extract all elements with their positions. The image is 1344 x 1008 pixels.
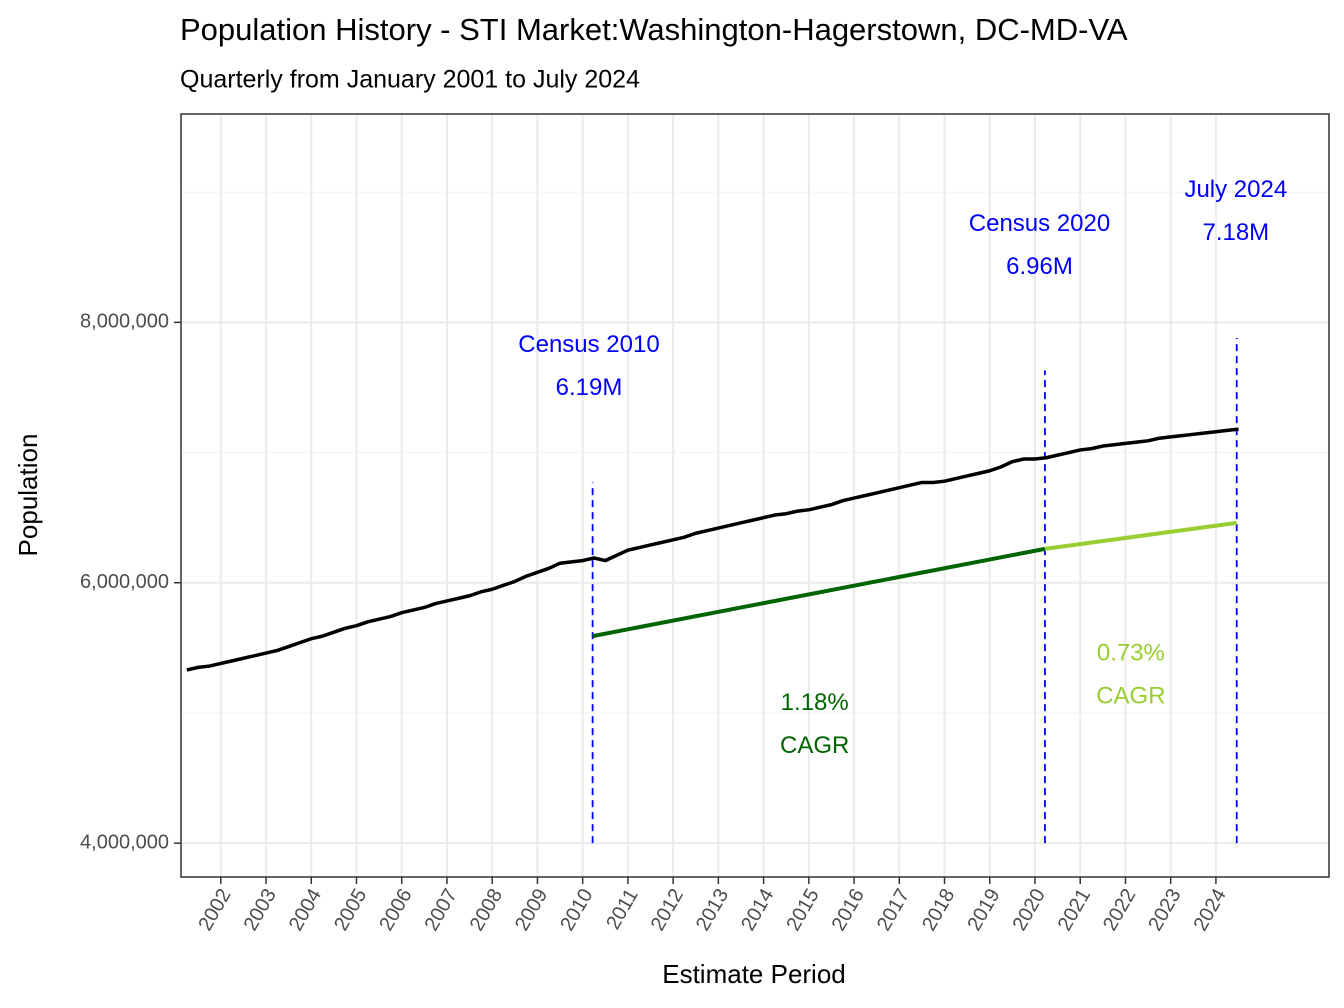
annotation: 6.96M [1006, 253, 1073, 280]
x-tick-label: 2004 [285, 885, 326, 935]
x-axis-title: Estimate Period [662, 959, 846, 989]
x-tick-label: 2014 [737, 885, 778, 935]
x-tick-label: 2016 [828, 885, 869, 935]
x-tick-label: 2003 [240, 885, 281, 935]
series-line [592, 546, 1046, 639]
series-line [1044, 520, 1237, 551]
chart-subtitle: Quarterly from January 2001 to July 2024 [180, 66, 640, 94]
y-tick-label: 6,000,000 [80, 571, 169, 593]
annotation: 1.18% [781, 689, 849, 716]
y-tick-label: 8,000,000 [80, 311, 169, 333]
x-tick-label: 2019 [963, 885, 1004, 935]
x-tick-label: 2008 [466, 885, 507, 935]
x-tick-label: 2002 [194, 885, 235, 935]
y-axis-title: Population [13, 434, 43, 557]
annotation: Census 2020 [969, 210, 1110, 237]
x-tick-label: 2017 [873, 885, 914, 935]
series-line [186, 427, 1239, 672]
x-tick-label: 2015 [782, 885, 823, 935]
annotation: July 2024 [1184, 176, 1287, 203]
x-tick-label: 2007 [421, 885, 462, 935]
x-tick-label: 2023 [1144, 885, 1185, 935]
x-tick-label: 2010 [556, 885, 597, 935]
x-tick-label: 2006 [375, 885, 416, 935]
x-tick-label: 2020 [1009, 885, 1050, 935]
x-tick-label: 2009 [511, 885, 552, 935]
annotation: 6.19M [556, 374, 623, 401]
x-tick-label: 2018 [918, 885, 959, 935]
annotation: CAGR [1096, 683, 1165, 710]
annotation: 0.73% [1097, 640, 1165, 667]
x-tick-label: 2021 [1054, 885, 1095, 935]
chart-title: Population History - STI Market:Washingt… [180, 12, 1128, 47]
x-tick-label: 2013 [692, 885, 733, 935]
x-tick-label: 2011 [602, 885, 643, 933]
x-tick-label: 2024 [1190, 885, 1231, 935]
annotation: Census 2010 [518, 331, 659, 358]
plot-border [180, 113, 1330, 878]
annotation: CAGR [780, 732, 849, 759]
y-tick-label: 4,000,000 [80, 831, 169, 853]
annotation: 7.18M [1202, 219, 1269, 246]
x-tick-label: 2022 [1099, 885, 1140, 935]
x-tick-label: 2005 [330, 885, 371, 935]
x-tick-label: 2012 [647, 885, 688, 935]
